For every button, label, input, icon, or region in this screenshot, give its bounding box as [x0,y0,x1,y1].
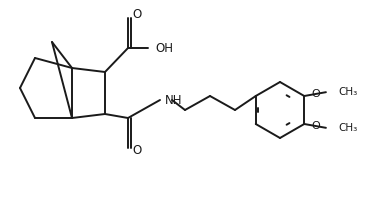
Text: CH₃: CH₃ [338,123,357,133]
Text: O: O [132,9,142,22]
Text: O: O [312,89,320,99]
Text: OH: OH [155,42,173,54]
Text: NH: NH [165,93,182,107]
Text: CH₃: CH₃ [338,87,357,97]
Text: O: O [312,121,320,131]
Text: O: O [132,145,142,157]
